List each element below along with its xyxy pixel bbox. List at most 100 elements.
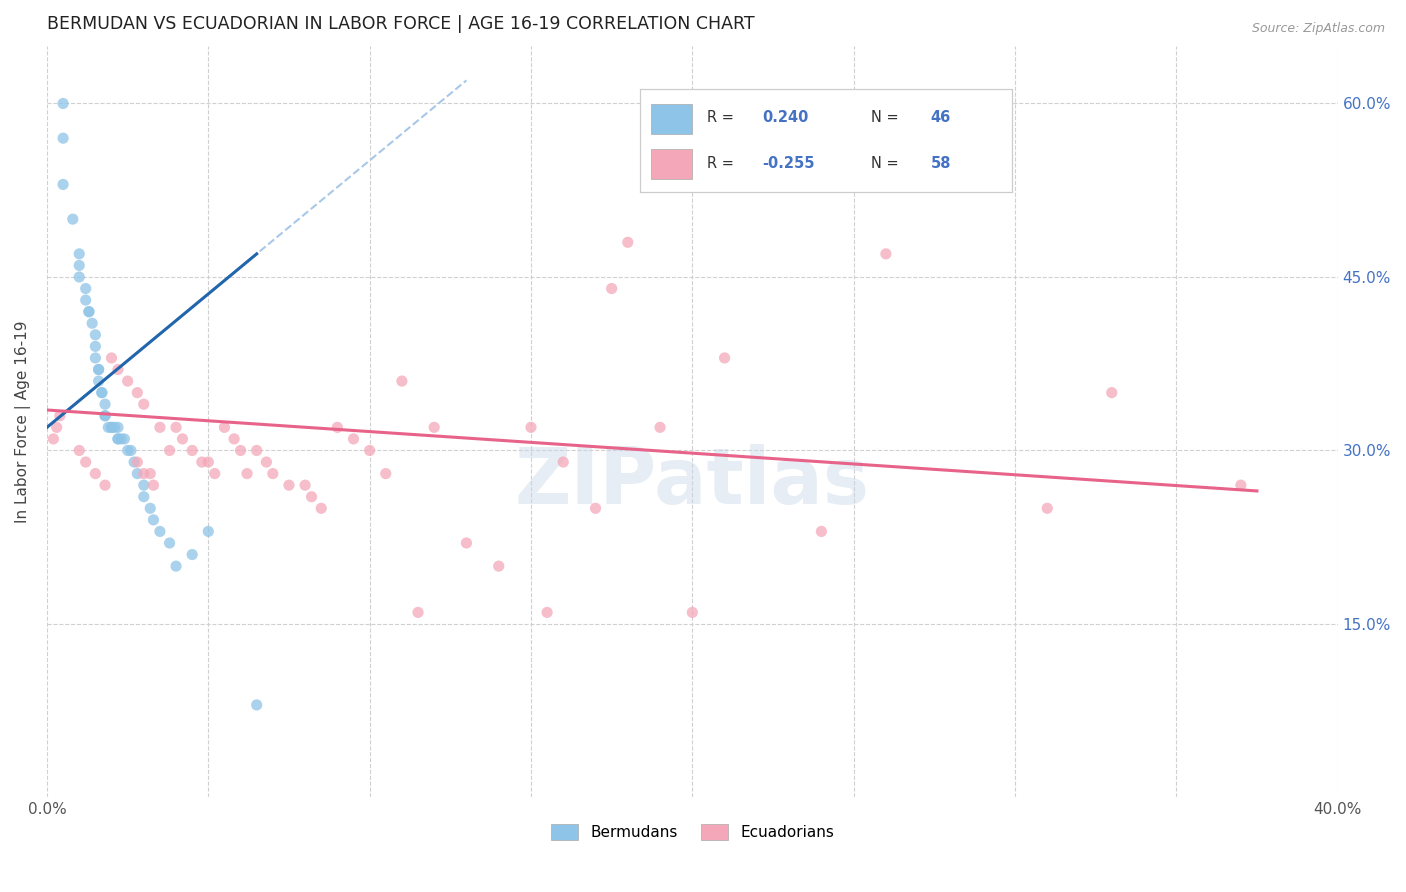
Text: N =: N = [870,155,903,170]
Point [127,455,149,469]
Point [224,432,246,446]
Point [139,467,162,481]
Point [84,339,107,353]
Point [49,409,72,423]
Point [84,351,107,365]
Point [342,432,364,446]
Point [536,606,558,620]
Point [1101,385,1123,400]
Legend: Bermudans, Ecuadorians: Bermudans, Ecuadorians [544,818,841,847]
Point [616,235,638,250]
Point [294,478,316,492]
Point [107,432,129,446]
Point [456,536,478,550]
Point [94,397,117,411]
Point [406,606,429,620]
Point [100,420,122,434]
Point [132,467,155,481]
Point [97,420,120,434]
Point [520,420,543,434]
Point [107,420,129,434]
Point [90,385,112,400]
Point [181,443,204,458]
Point [254,455,277,469]
Point [87,362,110,376]
Text: R =: R = [707,111,738,126]
Point [326,420,349,434]
Point [165,420,187,434]
Point [142,513,165,527]
Point [52,131,75,145]
Point [713,351,735,365]
Point [77,304,100,318]
Point [75,281,97,295]
Point [90,385,112,400]
Text: Source: ZipAtlas.com: Source: ZipAtlas.com [1251,22,1385,36]
Point [77,304,100,318]
Point [197,455,219,469]
Point [681,606,703,620]
Point [132,478,155,492]
Point [149,420,172,434]
Point [246,443,269,458]
Point [45,420,67,434]
Point [488,559,510,574]
Point [84,467,107,481]
Point [62,212,84,227]
Point [120,443,142,458]
Point [359,443,381,458]
Point [67,259,90,273]
Point [42,432,65,446]
Point [423,420,446,434]
Text: BERMUDAN VS ECUADORIAN IN LABOR FORCE | AGE 16-19 CORRELATION CHART: BERMUDAN VS ECUADORIAN IN LABOR FORCE | … [46,15,755,33]
Point [600,281,623,295]
Point [191,455,214,469]
Point [94,478,117,492]
Text: R =: R = [707,155,738,170]
Point [374,467,396,481]
Point [52,178,75,192]
Point [181,548,204,562]
Text: 46: 46 [931,111,950,126]
Point [110,432,132,446]
Point [159,536,181,550]
Point [301,490,323,504]
FancyBboxPatch shape [651,149,692,179]
Point [149,524,172,539]
Point [391,374,413,388]
Point [87,362,110,376]
Text: 0.240: 0.240 [762,111,808,126]
Point [1230,478,1253,492]
Text: N =: N = [870,111,903,126]
Point [278,478,301,492]
Point [132,397,155,411]
Point [309,501,332,516]
Point [100,420,122,434]
Point [553,455,575,469]
Point [104,420,127,434]
Point [67,270,90,285]
Point [122,455,145,469]
Point [246,698,269,712]
Point [132,490,155,504]
Point [204,467,226,481]
Point [52,96,75,111]
Point [107,362,129,376]
Point [127,385,149,400]
Point [67,247,90,261]
Point [236,467,259,481]
Point [229,443,252,458]
Point [82,316,104,330]
Point [94,409,117,423]
Point [117,374,139,388]
Point [1036,501,1059,516]
Point [165,559,187,574]
Point [585,501,607,516]
Y-axis label: In Labor Force | Age 16-19: In Labor Force | Age 16-19 [15,320,31,523]
Text: -0.255: -0.255 [762,155,815,170]
Point [107,432,129,446]
Point [875,247,897,261]
Point [117,443,139,458]
Point [159,443,181,458]
Point [67,443,90,458]
